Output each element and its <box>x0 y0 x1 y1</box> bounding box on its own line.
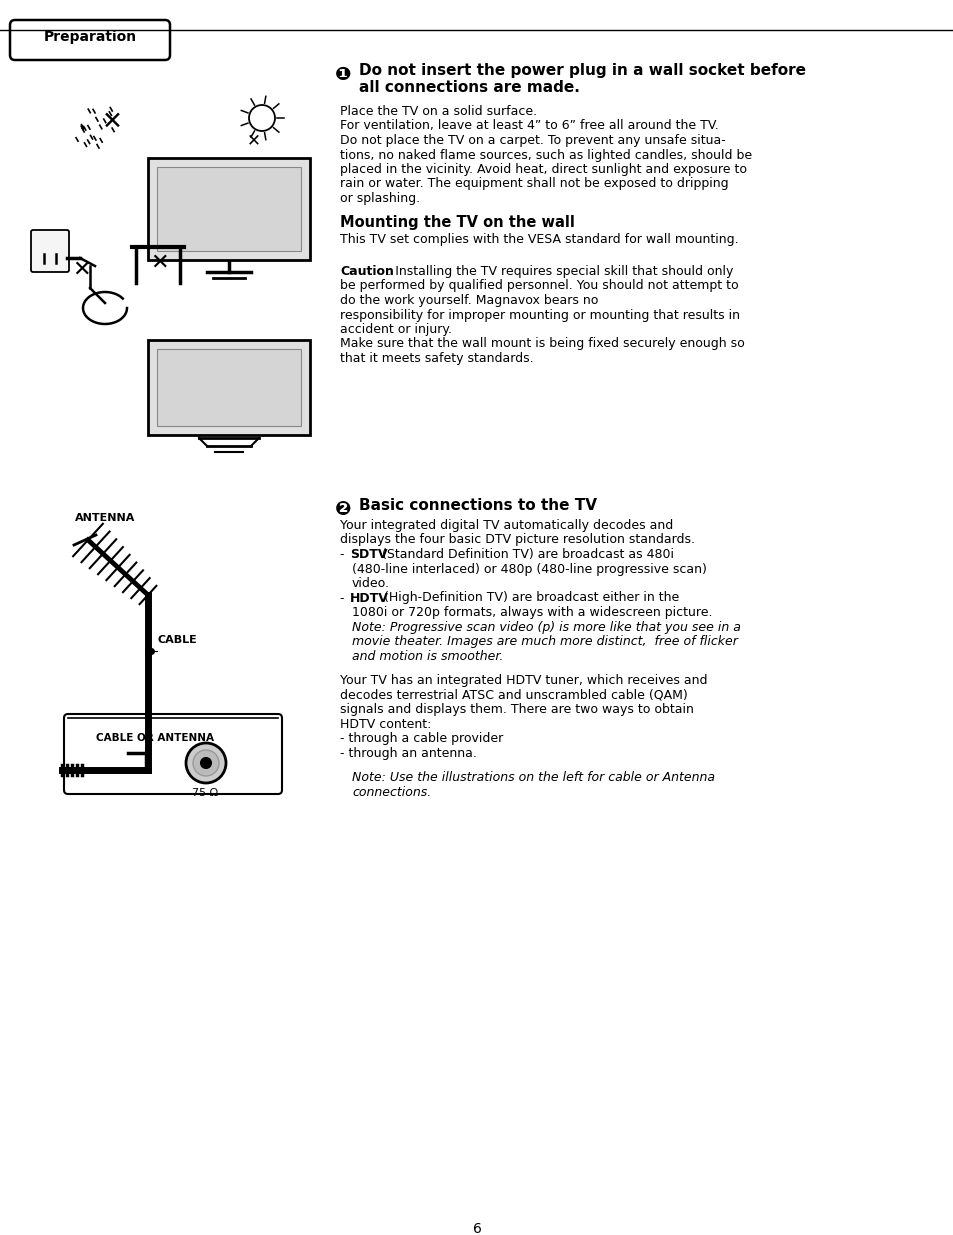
Text: Preparation: Preparation <box>44 30 136 44</box>
Text: rain or water. The equipment shall not be exposed to dripping: rain or water. The equipment shall not b… <box>339 178 728 190</box>
Text: Do not insert the power plug in a wall socket before: Do not insert the power plug in a wall s… <box>358 63 805 78</box>
Text: responsibility for improper mounting or mounting that results in: responsibility for improper mounting or … <box>339 309 740 321</box>
Text: Mounting the TV on the wall: Mounting the TV on the wall <box>339 215 575 230</box>
Text: or splashing.: or splashing. <box>339 191 419 205</box>
Text: placed in the vicinity. Avoid heat, direct sunlight and exposure to: placed in the vicinity. Avoid heat, dire… <box>339 163 746 177</box>
Text: decodes terrestrial ATSC and unscrambled cable (QAM): decodes terrestrial ATSC and unscrambled… <box>339 688 687 701</box>
Text: Place the TV on a solid surface.: Place the TV on a solid surface. <box>339 105 537 119</box>
Text: ANTENNA: ANTENNA <box>75 513 135 522</box>
Text: ✕: ✕ <box>247 131 261 149</box>
Text: For ventilation, leave at least 4” to 6” free all around the TV.: For ventilation, leave at least 4” to 6”… <box>339 120 718 132</box>
Circle shape <box>186 743 226 783</box>
Text: SDTV: SDTV <box>350 548 387 561</box>
Text: (High-Definition TV) are broadcast either in the: (High-Definition TV) are broadcast eithe… <box>379 592 679 604</box>
Text: and motion is smoother.: and motion is smoother. <box>352 650 503 662</box>
FancyBboxPatch shape <box>30 230 69 272</box>
Text: 6: 6 <box>472 1221 481 1235</box>
Text: connections.: connections. <box>352 785 431 799</box>
Text: 1080i or 720p formats, always with a widescreen picture.: 1080i or 720p formats, always with a wid… <box>352 606 712 619</box>
Circle shape <box>201 758 211 768</box>
Text: ✕: ✕ <box>151 253 169 273</box>
Text: displays the four basic DTV picture resolution standards.: displays the four basic DTV picture reso… <box>339 534 695 547</box>
Text: Your TV has an integrated HDTV tuner, which receives and: Your TV has an integrated HDTV tuner, wh… <box>339 674 707 687</box>
Text: Do not place the TV on a carpet. To prevent any unsafe situa-: Do not place the TV on a carpet. To prev… <box>339 135 725 147</box>
Text: ✕: ✕ <box>72 261 91 280</box>
Text: HDTV content:: HDTV content: <box>339 718 431 730</box>
FancyBboxPatch shape <box>10 20 170 61</box>
Text: be performed by qualified personnel. You should not attempt to: be performed by qualified personnel. You… <box>339 279 738 293</box>
Text: signals and displays them. There are two ways to obtain: signals and displays them. There are two… <box>339 703 693 716</box>
Text: Note: Progressive scan video (p) is more like that you see in a: Note: Progressive scan video (p) is more… <box>352 620 740 634</box>
Text: tions, no naked flame sources, such as lighted candles, should be: tions, no naked flame sources, such as l… <box>339 148 751 162</box>
Text: Basic connections to the TV: Basic connections to the TV <box>358 498 597 513</box>
Text: do the work yourself. Magnavox bears no: do the work yourself. Magnavox bears no <box>339 294 598 308</box>
Text: 75 Ω: 75 Ω <box>192 788 218 798</box>
Text: accident or injury.: accident or injury. <box>339 324 452 336</box>
Bar <box>148 158 310 261</box>
Text: movie theater. Images are much more distinct,  free of flicker: movie theater. Images are much more dist… <box>352 635 737 648</box>
Bar <box>148 340 310 435</box>
Text: Note: Use the illustrations on the left for cable or Antenna: Note: Use the illustrations on the left … <box>352 771 714 784</box>
Text: HDTV: HDTV <box>350 592 389 604</box>
Text: This TV set complies with the VESA standard for wall mounting.: This TV set complies with the VESA stand… <box>339 233 738 246</box>
Text: Make sure that the wall mount is being fixed securely enough so: Make sure that the wall mount is being f… <box>339 337 744 351</box>
Text: (Standard Definition TV) are broadcast as 480i: (Standard Definition TV) are broadcast a… <box>377 548 673 561</box>
Text: -: - <box>339 592 348 604</box>
Text: (480-line interlaced) or 480p (480-line progressive scan): (480-line interlaced) or 480p (480-line … <box>352 562 706 576</box>
Text: ❷: ❷ <box>335 500 351 519</box>
Text: : Installing the TV requires special skill that should only: : Installing the TV requires special ski… <box>387 266 733 278</box>
Text: Your integrated digital TV automatically decodes and: Your integrated digital TV automatically… <box>339 519 673 532</box>
Bar <box>157 167 301 251</box>
Text: that it meets safety standards.: that it meets safety standards. <box>339 352 533 366</box>
Text: ✕: ✕ <box>101 110 122 135</box>
Text: video.: video. <box>352 577 390 590</box>
Text: - through a cable provider: - through a cable provider <box>339 732 503 745</box>
Bar <box>157 350 301 426</box>
Text: - through an antenna.: - through an antenna. <box>339 746 476 760</box>
Text: -: - <box>339 548 348 561</box>
Text: CABLE: CABLE <box>158 635 197 645</box>
Text: all connections are made.: all connections are made. <box>358 80 579 95</box>
Text: Caution: Caution <box>339 266 394 278</box>
FancyBboxPatch shape <box>64 714 282 794</box>
Text: CABLE OR ANTENNA: CABLE OR ANTENNA <box>96 734 213 743</box>
Circle shape <box>193 750 219 776</box>
Text: ❶: ❶ <box>335 65 351 84</box>
